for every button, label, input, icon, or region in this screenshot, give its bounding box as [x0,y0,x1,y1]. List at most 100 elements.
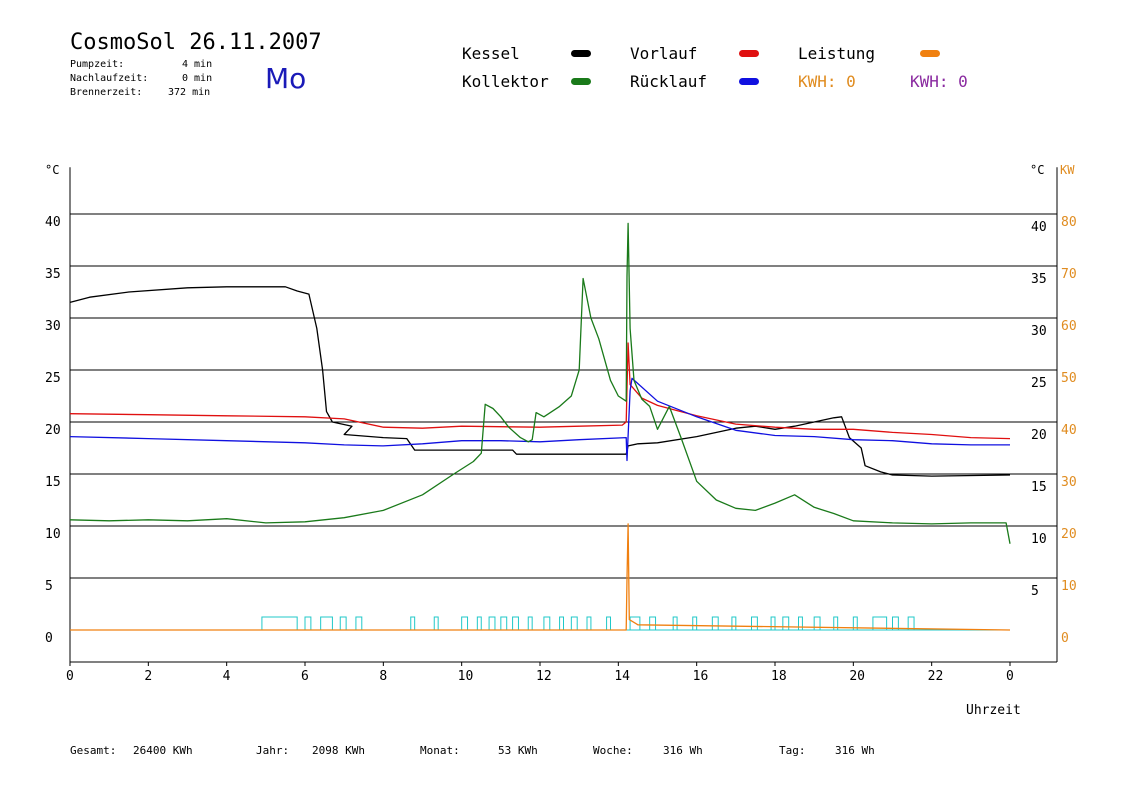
y-left-tick-label: 40 [45,215,61,230]
y-axis-label-right: °C [1030,163,1044,177]
pump-pulse [751,616,758,631]
footer-tag-value: 316 Wh [835,744,875,757]
pump-pulse [433,616,439,631]
legend-kwh-purple: KWH: 0 [910,72,968,91]
series-line-vorlauf [69,342,1011,440]
y-left-tick-label: 35 [45,267,61,282]
pump-pulse [543,616,551,631]
legend-label-kessel: Kessel [462,44,520,63]
y-kw-tick-label: 30 [1061,475,1077,490]
x-tick-label: 4 [223,669,231,684]
legend-swatch-kessel [571,50,591,57]
y-right-tick-label: 5 [1031,584,1039,599]
legend-swatch-ruecklauf [739,78,759,85]
y-kw-tick-label: 20 [1061,527,1077,542]
pump-pulse [410,616,416,631]
pump-pulse [304,616,312,631]
pump-pulse [500,616,508,631]
pump-pulse [649,616,657,631]
y-axis-label-kw: KW [1060,163,1075,177]
x-tick-label: 10 [458,669,474,684]
x-tick-label: 14 [614,669,630,684]
legend-label-ruecklauf: Rücklauf [630,72,708,91]
footer-gesamt-label: Gesamt: [70,744,117,757]
y-left-tick-label: 25 [45,371,61,386]
pump-pulse [798,616,803,631]
footer-monat-label: Monat: [420,744,460,757]
pump-pulse [770,616,776,631]
y-kw-tick-label: 0 [1061,631,1069,646]
pump-pulse [907,616,915,631]
legend-swatch-kollektor [571,78,591,85]
pump-pulse [711,616,719,631]
pump-pulse [461,616,469,631]
y-left-tick-label: 0 [45,631,53,646]
pump-pulse [672,616,678,631]
footer-tag-label: Tag: [779,744,806,757]
pump-pulse [559,616,564,631]
x-tick-label: 0 [1006,669,1014,684]
x-tick-label: 0 [66,669,74,684]
footer-jahr-label: Jahr: [256,744,290,757]
y-right-tick-label: 30 [1031,324,1047,339]
pump-pulse [629,616,641,631]
y-kw-tick-label: 40 [1061,423,1077,438]
legend-swatch-vorlauf [739,50,759,57]
x-tick-label: 18 [771,669,787,684]
y-kw-tick-label: 60 [1061,319,1077,334]
footer-woche-value: 316 Wh [663,744,703,757]
pump-pulse [782,616,790,631]
x-tick-label: 22 [928,669,944,684]
pump-pulse [852,616,858,631]
footer-jahr-value: 2098 KWh [312,744,365,757]
stat-label-brennerzeit: Brennerzeit: [70,87,143,98]
y-right-tick-label: 40 [1031,220,1047,235]
footer-gesamt-value: 26400 KWh [133,744,193,757]
footer-monat-value: 53 KWh [498,744,538,757]
x-tick-label: 16 [693,669,709,684]
y-left-tick-label: 20 [45,423,61,438]
x-tick-label: 20 [849,669,865,684]
y-right-tick-label: 15 [1031,480,1047,495]
grid-layer [69,167,1058,666]
y-axis-label-left: °C [45,163,59,177]
pump-pulse [813,616,821,631]
legend-label-leistung: Leistung [798,44,876,63]
footer-woche-label: Woche: [593,744,633,757]
legend-swatch-leistung [920,50,940,57]
series-line-rcklauf [69,377,1010,462]
legend-kwh-orange: KWH: 0 [798,72,856,91]
chart-title: CosmoSol 26.11.2007 [70,30,322,55]
stat-value-nachlaufzeit: 0 min [182,73,213,84]
pump-pulse [833,616,839,631]
y-left-tick-label: 10 [45,527,61,542]
series-line-leistung [70,523,1011,631]
pump-pulse [606,616,611,631]
stat-label-pumpzeit: Pumpzeit: [70,59,125,70]
x-tick-label: 8 [379,669,387,684]
series-layer [69,222,1011,631]
pump-pulse [476,616,482,631]
y-right-tick-label: 35 [1031,272,1047,287]
y-kw-tick-label: 80 [1061,215,1077,230]
stat-value-pumpzeit: 4 min [182,59,213,70]
y-right-tick-label: 20 [1031,428,1047,443]
y-left-tick-label: 15 [45,475,61,490]
y-left-tick-label: 30 [45,319,61,334]
pump-pulse [527,616,533,631]
weekday-label: Mo [265,62,307,95]
pump-pulse [892,616,899,631]
pump-pulse [320,616,333,631]
pump-pulse [512,616,519,631]
x-axis-label: Uhrzeit [966,703,1021,718]
x-tick-label: 2 [144,669,152,684]
y-right-tick-label: 25 [1031,376,1047,391]
stat-value-brennerzeit: 372 min [168,87,211,98]
pump-pulse [586,616,592,631]
y-kw-tick-label: 50 [1061,371,1077,386]
series-line-kollektor [69,222,1011,544]
pump-pulse [339,616,347,631]
pump-pulse [355,616,363,631]
y-left-tick-label: 5 [45,579,53,594]
